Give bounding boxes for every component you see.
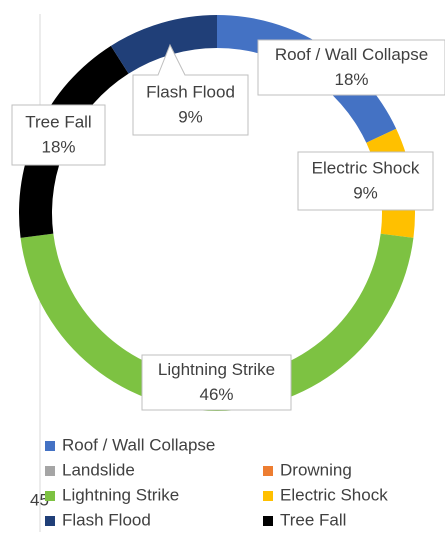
legend-swatch [45, 466, 55, 476]
data-label: 18% [334, 70, 368, 89]
data-label: 9% [178, 107, 203, 126]
legend-label: Lightning Strike [62, 485, 179, 504]
data-label: 46% [199, 385, 233, 404]
doughnut-segment [110, 15, 217, 74]
data-label-name: Flash Flood [146, 82, 235, 101]
data-label-name: Tree Fall [25, 112, 91, 131]
legend-swatch [263, 516, 273, 526]
legend-swatch [45, 516, 55, 526]
legend-swatch [45, 491, 55, 501]
label-box [141, 354, 292, 411]
legend-label: Electric Shock [280, 485, 388, 504]
label-box [11, 104, 106, 166]
annotation: 45 [30, 490, 49, 509]
legend-swatch [263, 466, 273, 476]
legend-label: Drowning [280, 460, 352, 479]
legend-label: Tree Fall [280, 510, 346, 529]
doughnut-segment [20, 233, 414, 412]
data-label-name: Electric Shock [312, 158, 420, 177]
label-box [257, 39, 445, 96]
legend-label: Roof / Wall Collapse [62, 435, 215, 454]
legend-swatch [263, 491, 273, 501]
legend-swatch [45, 441, 55, 451]
label-box [132, 43, 249, 136]
doughnut-segment [18, 45, 129, 238]
data-label: 9% [353, 183, 378, 202]
legend-label: Flash Flood [62, 510, 151, 529]
data-label-name: Roof / Wall Collapse [275, 45, 428, 64]
label-box [297, 151, 434, 211]
data-label: 18% [41, 137, 75, 156]
legend-label: Landslide [62, 460, 135, 479]
data-label-name: Lightning Strike [158, 360, 275, 379]
